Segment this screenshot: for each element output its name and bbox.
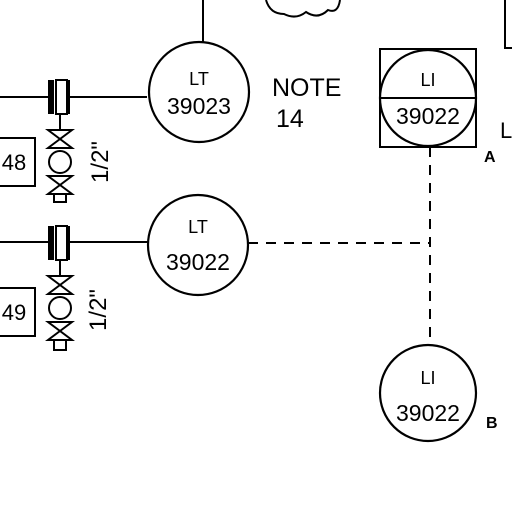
lt-39023-tag: 39023 xyxy=(167,93,231,119)
flange-upper xyxy=(48,79,70,115)
instrument-li-39022-b[interactable]: LI 39022 xyxy=(378,343,478,443)
revision-cloud xyxy=(265,0,341,18)
li-a-suffix: A xyxy=(484,149,496,166)
note-label: NOTE xyxy=(272,74,341,102)
li-a-function: LI xyxy=(420,70,435,90)
tag-box-upper-label: 48 xyxy=(2,150,26,175)
edge-letter: L xyxy=(500,118,512,143)
edge-bracket xyxy=(504,0,512,49)
instrument-lt-39022[interactable]: LT 39022 xyxy=(146,193,250,297)
tag-box-upper: 48 xyxy=(0,137,36,187)
flange-lower xyxy=(48,225,70,261)
valve-upper xyxy=(45,129,75,203)
li-a-tag: 39022 xyxy=(396,103,460,129)
lt-39022-tag: 39022 xyxy=(166,249,230,275)
svg-text:1/2": 1/2" xyxy=(85,289,112,331)
lt-39023-function: LT xyxy=(189,69,209,89)
instrument-lt-39023[interactable]: LT 39023 xyxy=(147,40,251,144)
instrument-li-39022-a[interactable]: LI 39022 xyxy=(378,48,478,148)
valve-lower xyxy=(45,275,75,351)
li-b-suffix: B xyxy=(486,415,498,432)
li-b-tag: 39022 xyxy=(396,400,460,426)
valve-size-upper: 1/2" xyxy=(87,141,114,183)
lt-39022-function: LT xyxy=(188,217,208,237)
svg-text:1/2": 1/2" xyxy=(87,141,114,183)
tag-box-lower: 49 xyxy=(0,287,36,337)
valve-size-lower: 1/2" xyxy=(85,289,112,331)
note-number: 14 xyxy=(276,105,304,133)
li-b-function: LI xyxy=(420,368,435,388)
tag-box-lower-label: 49 xyxy=(2,300,26,325)
